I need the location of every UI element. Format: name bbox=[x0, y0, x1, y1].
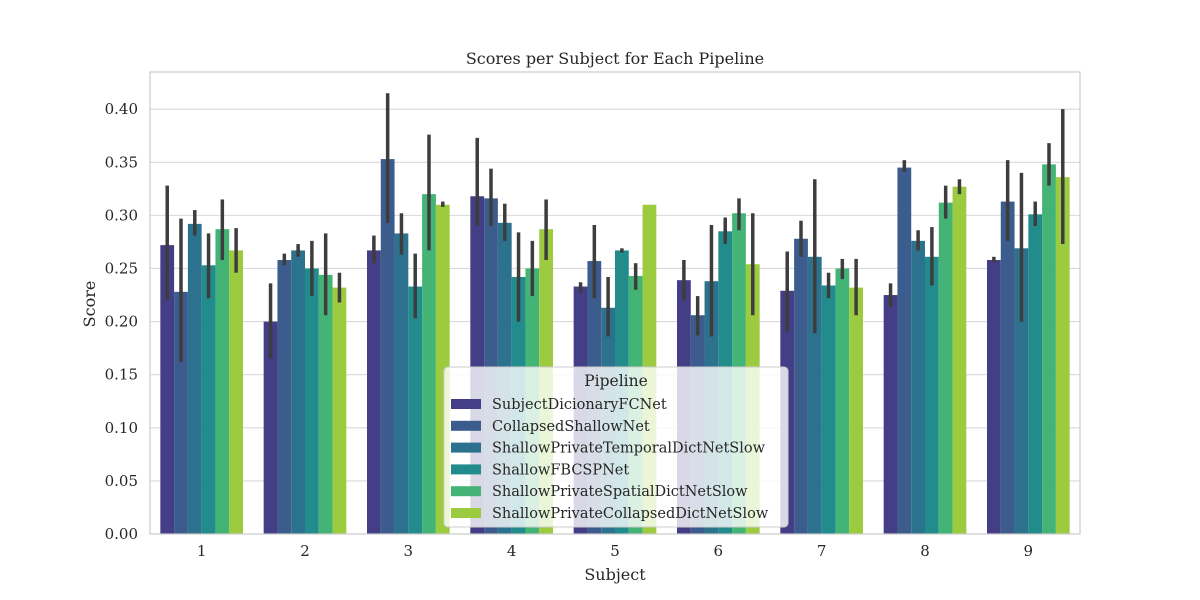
plot-frame bbox=[149, 71, 1081, 535]
bar bbox=[897, 167, 912, 534]
bar bbox=[1055, 177, 1070, 534]
bar bbox=[422, 194, 436, 534]
y-tick-label: 0.05 bbox=[105, 472, 138, 490]
bar bbox=[911, 240, 925, 535]
x-tick-label: 6 bbox=[714, 542, 724, 560]
x-tick-label: 1 bbox=[197, 542, 207, 560]
bar bbox=[883, 295, 898, 534]
legend-items: SubjectDicionaryFCNet CollapsedShallowNet… bbox=[451, 397, 769, 522]
bar bbox=[305, 268, 319, 534]
x-tick-label: 7 bbox=[817, 542, 827, 560]
bar bbox=[1000, 201, 1015, 534]
legend-swatch bbox=[451, 420, 481, 431]
bar bbox=[160, 245, 175, 534]
legend-swatch bbox=[451, 486, 481, 497]
chart-title: Scores per Subject for Each Pipeline bbox=[466, 49, 764, 68]
legend-label: ShallowPrivateSpatialDictNetSlow bbox=[492, 484, 748, 500]
bar bbox=[1028, 214, 1043, 534]
y-tick-label: 0.25 bbox=[105, 259, 138, 277]
x-tick-label: 3 bbox=[404, 542, 414, 560]
bar bbox=[174, 291, 188, 534]
y-tick-label: 0.20 bbox=[105, 313, 138, 331]
error-bars-layer bbox=[165, 93, 1065, 362]
y-axis-label: Score bbox=[80, 281, 99, 328]
y-tick-label: 0.10 bbox=[105, 419, 138, 437]
legend-label: ShallowPrivateCollapsedDictNetSlow bbox=[492, 506, 769, 522]
bar bbox=[291, 250, 305, 534]
x-axis-label: Subject bbox=[584, 565, 646, 584]
bar bbox=[229, 250, 243, 534]
legend-swatch bbox=[451, 442, 481, 453]
bar bbox=[987, 259, 1001, 534]
bar bbox=[794, 238, 808, 535]
bar bbox=[318, 274, 333, 534]
legend-swatch bbox=[451, 508, 481, 518]
bar bbox=[952, 186, 967, 535]
legend: Pipeline SubjectDicionaryFCNet CollapsedS… bbox=[443, 366, 789, 528]
legend-label: ShallowPrivateTemporalDictNetSlow bbox=[492, 441, 766, 457]
x-tick-label: 9 bbox=[1024, 542, 1034, 560]
y-tick-label: 0.15 bbox=[105, 366, 138, 384]
legend-swatch bbox=[451, 464, 481, 475]
bar bbox=[925, 256, 939, 534]
y-tick-label: 0.35 bbox=[105, 153, 138, 171]
bar bbox=[201, 265, 216, 534]
y-tick-label: 0.00 bbox=[105, 525, 138, 543]
legend-title: Pipeline bbox=[584, 372, 648, 390]
y-tick-labels: 0.00 0.05 0.10 0.15 0.20 0.25 0.30 0.35 0.40 bbox=[105, 100, 138, 543]
bar bbox=[332, 287, 347, 534]
y-tick-label: 0.30 bbox=[105, 206, 138, 224]
bar bbox=[938, 202, 953, 535]
bar bbox=[1042, 164, 1056, 534]
bar bbox=[835, 268, 850, 534]
bar bbox=[1014, 248, 1029, 534]
bar bbox=[408, 286, 423, 534]
bar bbox=[807, 256, 822, 534]
x-tick-labels: 1 2 3 4 5 6 7 8 9 bbox=[197, 542, 1033, 560]
bar bbox=[367, 250, 381, 534]
x-tick-label: 4 bbox=[507, 542, 517, 560]
bar bbox=[215, 229, 230, 534]
bar bbox=[849, 287, 863, 534]
x-tick-label: 5 bbox=[610, 542, 620, 560]
bar bbox=[821, 285, 836, 534]
legend-box bbox=[443, 366, 789, 528]
legend-swatch bbox=[451, 399, 481, 409]
x-tick-label: 8 bbox=[920, 542, 930, 560]
legend-label: SubjectDicionaryFCNet bbox=[492, 397, 667, 413]
bar bbox=[380, 159, 395, 534]
bar bbox=[263, 321, 278, 534]
legend-label: CollapsedShallowNet bbox=[492, 419, 650, 435]
bar bbox=[187, 223, 202, 534]
legend-label: ShallowFBCSPNet bbox=[492, 462, 629, 478]
y-tick-label: 0.40 bbox=[105, 100, 138, 118]
bar bbox=[277, 259, 292, 534]
x-tick-label: 2 bbox=[300, 542, 310, 560]
bar bbox=[394, 233, 409, 534]
